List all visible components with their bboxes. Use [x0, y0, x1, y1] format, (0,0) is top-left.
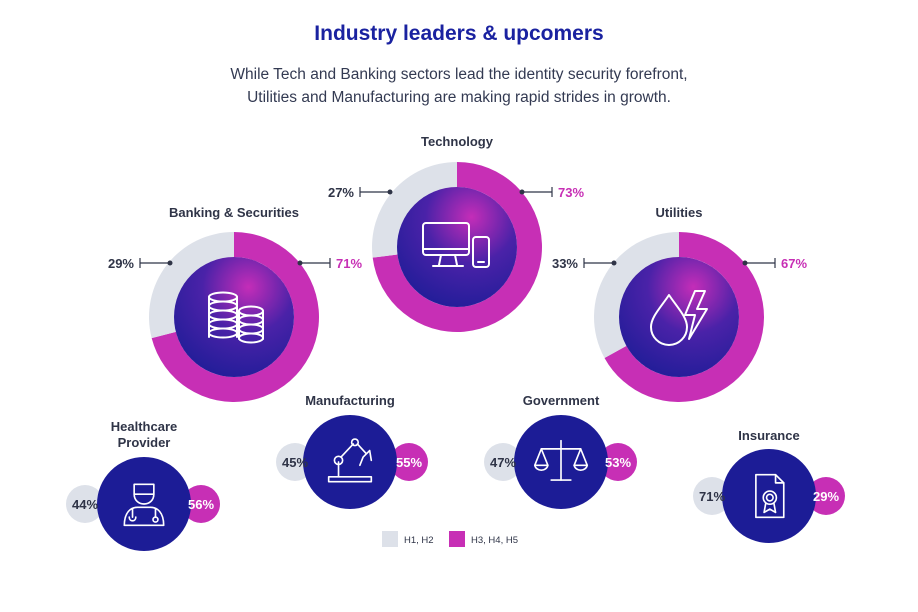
- value-label-h3h5: 73%: [558, 185, 584, 200]
- coins-icon: [208, 291, 264, 344]
- industry-label: Utilities: [656, 205, 703, 220]
- leader-dot: [167, 260, 173, 266]
- bubble-manufacturing: 45% 55% Manufacturing: [276, 393, 428, 509]
- badge-h1h2: [693, 477, 731, 515]
- chart-subtitle-line-2: Utilities and Manufacturing are making r…: [247, 89, 671, 106]
- legend-label: H3, H4, H5: [471, 535, 518, 546]
- slice-h1h2: [372, 162, 457, 258]
- leader-dot: [387, 189, 393, 195]
- value-label-h3h5: 71%: [336, 256, 362, 271]
- industry-circle: [303, 415, 397, 509]
- value-label-h1h2: 29%: [108, 256, 134, 271]
- industry-label-line-2: Provider: [118, 435, 171, 450]
- value-label-h1h2: 45%: [282, 455, 308, 470]
- donut-banking-securities: Banking & Securities 29% 71%: [108, 205, 362, 403]
- water-power-icon: [650, 290, 708, 346]
- chart-subtitle-line-1: While Tech and Banking sectors lead the …: [230, 66, 688, 83]
- value-label-h1h2: 44%: [72, 497, 98, 512]
- donut-utilities: Utilities 33% 67%: [552, 205, 807, 402]
- industry-circle: [722, 449, 816, 543]
- leader-dot: [297, 260, 303, 266]
- bubble-insurance: 71% 29% Insurance: [693, 428, 845, 543]
- industry-label: Government: [523, 393, 600, 408]
- robot-arm-icon: [327, 438, 373, 483]
- value-label-h3h5: 53%: [605, 455, 631, 470]
- leader-dot: [742, 260, 748, 266]
- inner-circle: [619, 257, 739, 377]
- industry-label: Manufacturing: [305, 393, 395, 408]
- value-label-h3h5: 55%: [396, 455, 422, 470]
- scales-icon: [533, 439, 589, 481]
- value-label-h1h2: 71%: [699, 489, 725, 504]
- industry-label: Insurance: [738, 428, 799, 443]
- legend-swatch: [449, 531, 465, 547]
- leader-dot: [519, 189, 525, 195]
- slice-h3h5: [372, 162, 542, 333]
- value-label-h3h5: 56%: [188, 497, 214, 512]
- industry-label-line-1: Healthcare: [111, 419, 177, 434]
- slice-h3h5: [151, 232, 319, 403]
- industry-label: Technology: [421, 134, 494, 149]
- badge-h3h5: [807, 477, 845, 515]
- value-label-h3h5: 29%: [813, 489, 839, 504]
- value-label-h1h2: 33%: [552, 256, 578, 271]
- badge-h1h2: [66, 485, 104, 523]
- devices-icon: [422, 222, 490, 268]
- legend-label: H1, H2: [404, 535, 434, 546]
- doctor-icon: [123, 483, 165, 527]
- bubble-government: 47% 53% Government: [484, 393, 637, 509]
- legend: H1, H2 H3, H4, H5: [382, 531, 518, 547]
- value-label-h3h5: 67%: [781, 256, 807, 271]
- badge-h3h5: [182, 485, 220, 523]
- value-label-h1h2: 27%: [328, 185, 354, 200]
- certificate-icon: [755, 473, 785, 519]
- industry-label: Banking & Securities: [169, 205, 299, 220]
- badge-h1h2: [484, 443, 522, 481]
- badge-h3h5: [390, 443, 428, 481]
- leader-dot: [611, 260, 617, 266]
- slice-h3h5: [604, 232, 765, 402]
- chart-title: Industry leaders & upcomers: [314, 22, 604, 45]
- inner-circle: [397, 187, 517, 307]
- badge-h3h5: [599, 443, 637, 481]
- donut-technology: Technology 27% 73%: [328, 134, 584, 333]
- legend-swatch: [382, 531, 398, 547]
- slice-h1h2: [149, 232, 234, 339]
- value-label-h1h2: 47%: [490, 455, 516, 470]
